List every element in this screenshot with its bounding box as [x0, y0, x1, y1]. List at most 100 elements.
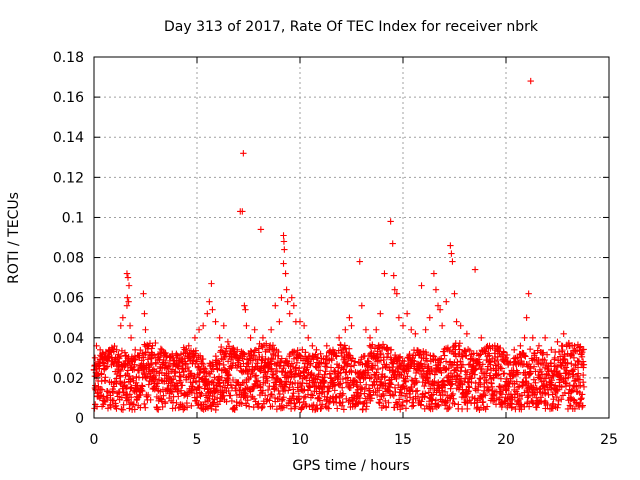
data-point: [206, 298, 213, 305]
data-point: [224, 338, 232, 345]
data-point: [245, 403, 253, 410]
data-point: [356, 258, 363, 265]
data-point: [394, 400, 401, 407]
data-point: [324, 356, 332, 363]
plot-frame: [93, 56, 610, 419]
y-tick-label: 0.18: [53, 50, 84, 66]
data-point: [377, 310, 384, 317]
data-point: [423, 357, 431, 364]
data-point: [479, 361, 487, 368]
data-point: [566, 342, 574, 349]
x-tick-label: 0: [90, 432, 99, 448]
data-point: [345, 345, 353, 352]
data-point: [289, 349, 297, 356]
data-point: [284, 298, 291, 305]
data-point: [463, 368, 471, 376]
data-point: [305, 334, 312, 341]
data-point: [214, 366, 221, 373]
data-point: [310, 356, 317, 363]
data-point: [218, 343, 225, 351]
data-point: [397, 406, 404, 413]
data-point: [482, 392, 489, 399]
data-point: [125, 298, 132, 305]
data-point: [564, 359, 571, 367]
data-point: [403, 397, 411, 404]
data-point: [99, 350, 106, 358]
data-point: [318, 401, 326, 408]
data-point: [526, 346, 534, 353]
data-point: [273, 367, 281, 375]
data-point: [127, 334, 135, 341]
data-point: [220, 361, 227, 369]
x-tick-label: 25: [600, 432, 618, 448]
data-point: [383, 353, 391, 361]
data-point: [488, 383, 496, 391]
data-point: [489, 392, 497, 400]
data-point: [421, 382, 428, 390]
y-tick-label: 0.04: [53, 331, 84, 347]
data-point: [280, 232, 287, 239]
data-point: [462, 393, 470, 401]
data-point: [445, 405, 452, 412]
data-point: [283, 381, 290, 388]
data-point: [255, 400, 262, 407]
data-point: [507, 401, 514, 408]
data-point: [483, 378, 490, 386]
data-point: [325, 388, 332, 395]
data-point: [418, 398, 425, 405]
data-point: [459, 353, 466, 361]
data-point: [373, 391, 381, 399]
data-point: [223, 398, 230, 405]
data-point: [257, 384, 264, 391]
data-point: [580, 371, 587, 379]
data-point: [271, 384, 279, 392]
data-point: [493, 372, 501, 379]
data-point: [249, 370, 256, 377]
data-point: [145, 381, 152, 388]
data-point: [449, 258, 456, 265]
data-point: [195, 326, 203, 333]
x-tick-label: 20: [497, 432, 515, 448]
data-point: [131, 406, 138, 413]
data-point: [309, 352, 316, 359]
data-point: [538, 398, 545, 405]
x-tick-label: 15: [394, 432, 412, 448]
data-point: [298, 404, 305, 411]
data-point: [155, 406, 162, 413]
data-point: [366, 387, 374, 394]
data-point: [173, 350, 180, 358]
data-point: [224, 382, 231, 389]
data-point: [194, 394, 201, 401]
data-point: [126, 372, 133, 380]
data-point: [426, 314, 433, 321]
data-point: [398, 402, 406, 410]
data-point: [338, 392, 346, 399]
data-point: [281, 246, 288, 253]
data-point: [101, 398, 109, 406]
data-point: [216, 334, 223, 341]
data-point: [550, 396, 557, 403]
data-point: [361, 385, 369, 393]
data-point: [344, 360, 351, 368]
data-point: [317, 350, 324, 358]
data-point: [577, 382, 584, 389]
data-point: [471, 266, 479, 273]
data-point: [376, 396, 384, 403]
data-point: [430, 353, 438, 360]
data-point: [132, 346, 139, 354]
grid-lines: [94, 57, 609, 418]
data-point: [441, 388, 449, 395]
data-point: [142, 326, 149, 333]
data-point: [409, 399, 416, 406]
data-point: [438, 369, 445, 377]
data-point: [369, 341, 376, 348]
data-point: [288, 360, 296, 367]
data-point: [571, 405, 579, 412]
data-point: [292, 403, 299, 410]
data-point: [224, 370, 232, 378]
data-point: [117, 322, 124, 329]
data-point: [316, 367, 324, 374]
data-point: [514, 370, 522, 378]
data-point: [340, 363, 348, 371]
data-point: [196, 352, 204, 359]
